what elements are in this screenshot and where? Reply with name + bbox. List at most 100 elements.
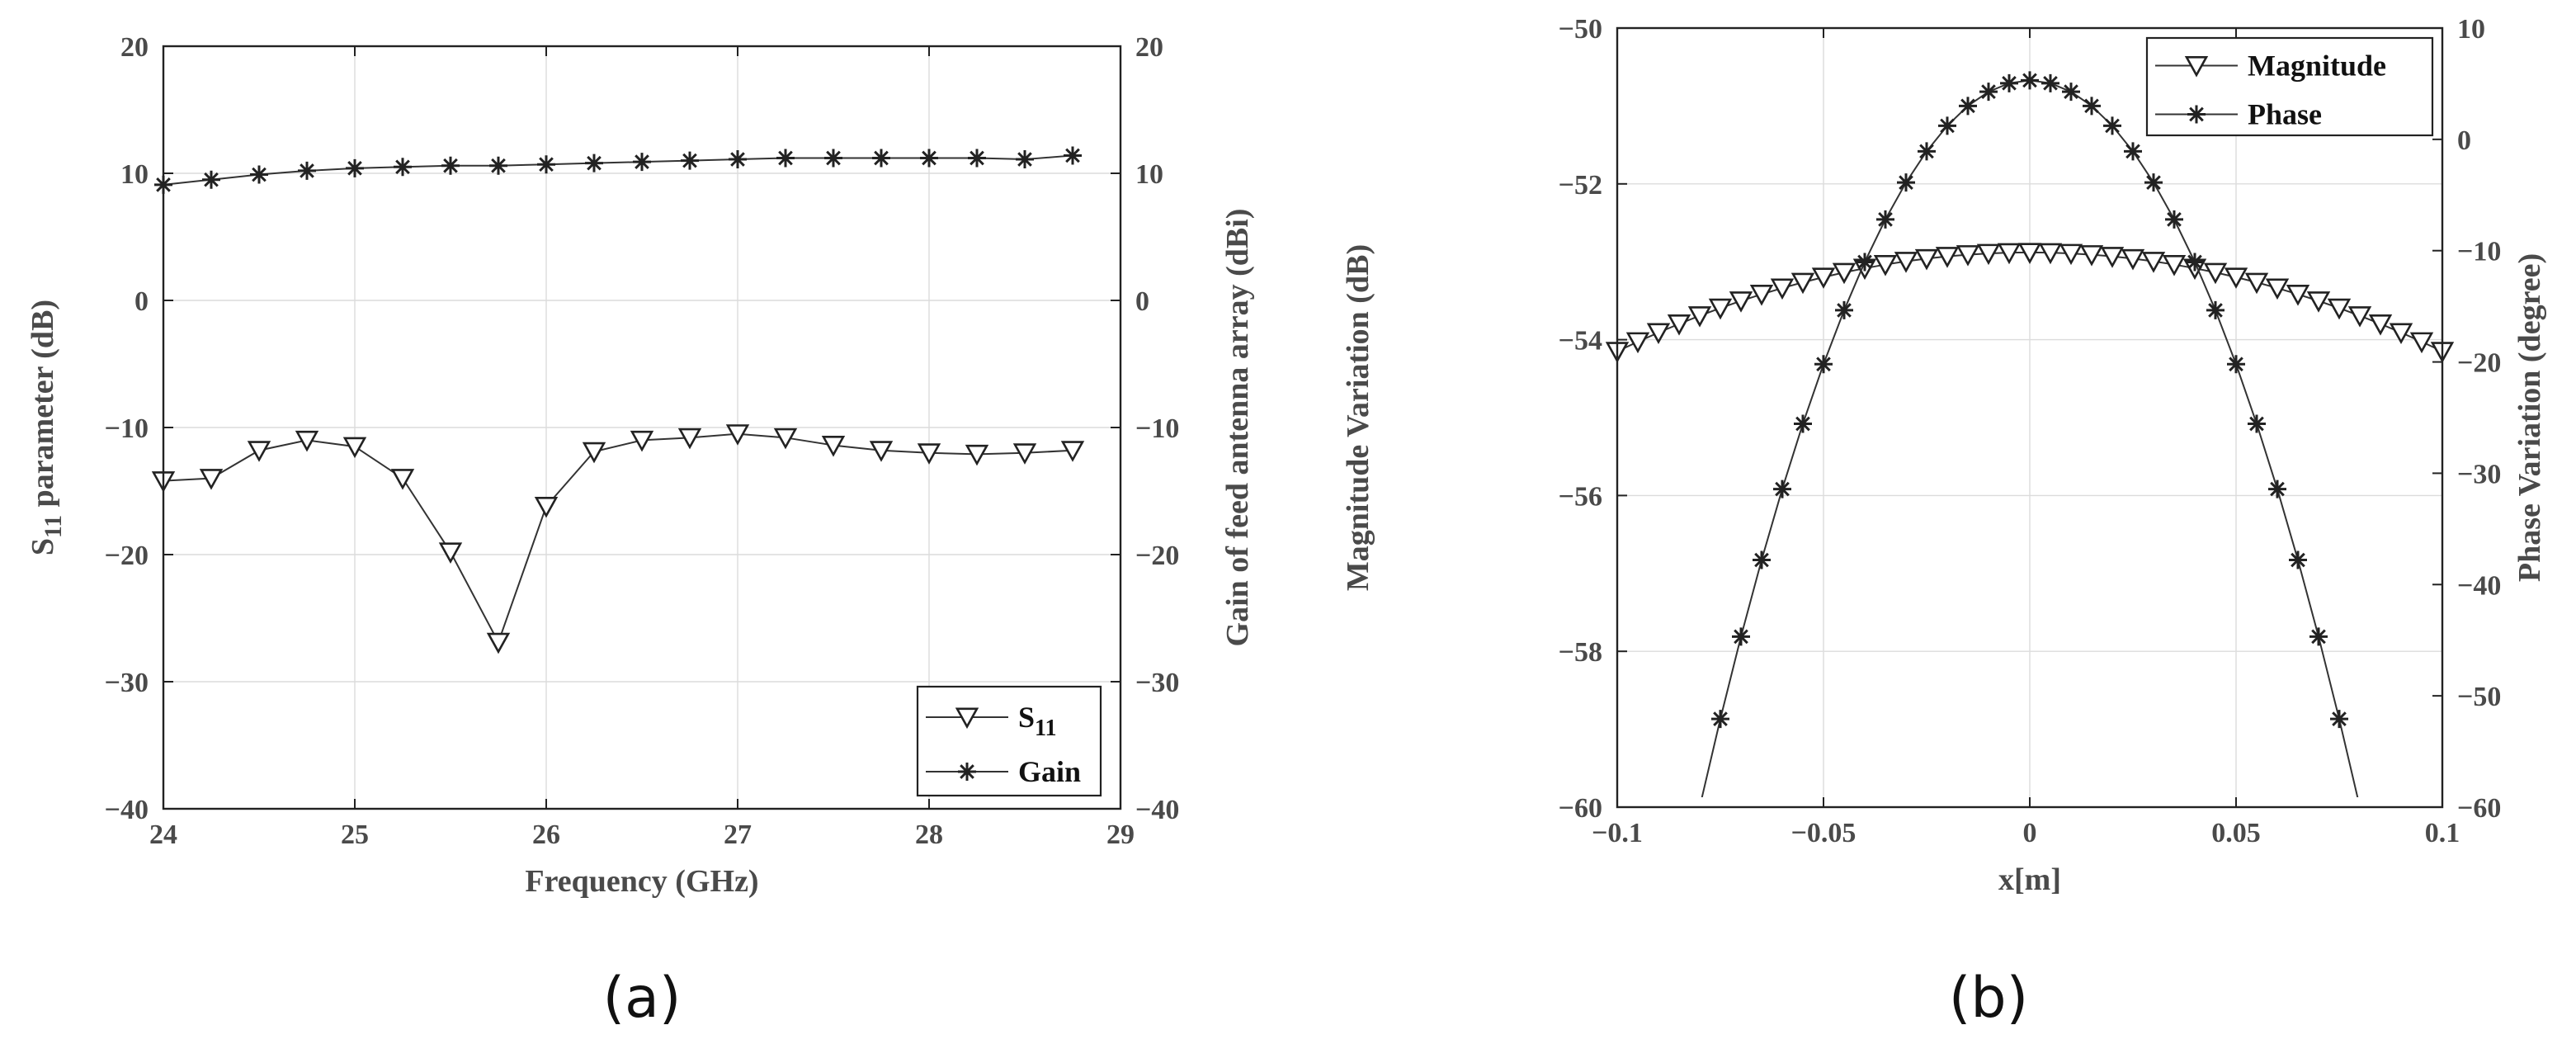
series-gain-group — [154, 146, 1082, 194]
y-right-tick-label: −40 — [2457, 570, 2501, 601]
caption-a: (a) — [603, 966, 682, 1031]
data-point-s11 — [534, 496, 559, 518]
data-point-gain — [346, 158, 364, 177]
data-point-s11 — [390, 469, 415, 490]
x-tick-label: 0.1 — [2425, 818, 2460, 848]
y-left-tick-label: −20 — [105, 541, 149, 571]
y-right-tick-label: 0 — [1135, 286, 1149, 317]
data-point-s11 — [438, 542, 463, 564]
y-right-tick-label: −20 — [1135, 541, 1179, 571]
data-point-phase — [2103, 116, 2121, 135]
data-point-s11 — [486, 632, 511, 654]
data-point-magnitude — [1832, 262, 1857, 285]
x-tick-label: 28 — [915, 820, 943, 850]
data-point-magnitude — [2306, 291, 2331, 313]
data-point-phase — [1979, 83, 1998, 102]
legend-label: Magnitude — [2248, 50, 2386, 83]
data-point-phase — [1814, 355, 1833, 374]
y-left-tick-label: 10 — [120, 159, 149, 190]
data-point-s11 — [1012, 443, 1037, 465]
data-point-phase — [2330, 710, 2348, 729]
x-axis-label: Frequency (GHz) — [525, 864, 758, 899]
data-point-phase — [1732, 627, 1750, 646]
data-point-magnitude — [2203, 262, 2228, 285]
data-point-gain — [489, 156, 507, 175]
data-point-s11 — [1060, 441, 1085, 462]
data-point-magnitude — [2141, 252, 2166, 273]
data-point-magnitude — [1625, 332, 1650, 354]
data-point-phase — [1753, 550, 1771, 569]
data-point-magnitude — [2244, 272, 2269, 295]
data-point-magnitude — [2162, 255, 2187, 276]
data-point-phase — [2062, 83, 2080, 102]
x-tick-label: 0 — [2023, 818, 2037, 848]
x-tick-label: 29 — [1106, 820, 1135, 850]
series-magnitude-group — [1606, 243, 2454, 363]
y-left-tick-label: −60 — [1559, 793, 1602, 824]
y-right-axis-label: Gain of feed antenna array (dBi) — [1220, 209, 1255, 647]
data-point-gain — [1064, 146, 1082, 165]
caption-b: (b) — [1949, 966, 2028, 1031]
series-s11-group — [152, 424, 1085, 654]
data-point-s11 — [773, 428, 798, 450]
data-point-magnitude — [2368, 314, 2393, 336]
series-line-s11 — [163, 432, 1073, 645]
data-point-phase — [2206, 300, 2225, 319]
data-point-gain — [920, 149, 938, 168]
data-point-phase — [2083, 97, 2101, 116]
legend: S11 Gain — [916, 685, 1102, 797]
data-point-phase — [2248, 414, 2266, 433]
data-point-magnitude — [1811, 267, 1836, 289]
y-left-tick-label: −40 — [105, 795, 149, 825]
legend-marker — [2184, 56, 2209, 78]
data-point-phase — [2268, 479, 2286, 498]
data-point-s11 — [342, 437, 367, 459]
x-tick-label: 25 — [341, 820, 369, 850]
data-point-s11 — [199, 469, 224, 490]
legend-label: Phase — [2248, 98, 2322, 131]
data-point-phase — [2000, 73, 2018, 92]
y-right-tick-label: −10 — [1135, 413, 1179, 444]
data-point-s11 — [917, 443, 941, 465]
data-point-gain — [776, 149, 795, 168]
y-left-tick-label: −10 — [105, 413, 149, 444]
y-right-tick-label: −30 — [2457, 459, 2501, 489]
data-point-s11 — [821, 436, 846, 457]
data-point-magnitude — [2347, 306, 2372, 328]
data-point-phase — [1918, 142, 1936, 161]
data-point-magnitude — [1646, 323, 1671, 345]
data-point-magnitude — [1749, 285, 1774, 306]
data-point-gain — [394, 158, 412, 177]
data-point-magnitude — [2409, 332, 2434, 354]
chart-panel-b: −0.1 −0.05 0 0.05 0.1−60−58−56−54−52−50−60−5… — [1341, 14, 2547, 897]
y-right-tick-label: 10 — [2457, 14, 2485, 45]
data-point-gain — [537, 155, 555, 174]
y-right-tick-label: −20 — [2457, 348, 2501, 379]
legend-box — [2145, 36, 2434, 137]
data-point-phase — [1959, 97, 1977, 116]
data-point-phase — [1794, 414, 1812, 433]
data-point-gain — [633, 153, 651, 172]
data-point-magnitude — [1914, 248, 1939, 271]
y-left-tick-label: −56 — [1559, 481, 1602, 512]
data-point-gain — [729, 150, 747, 169]
data-point-magnitude — [1729, 291, 1753, 313]
legend-marker — [2187, 105, 2206, 124]
data-point-phase — [1938, 116, 1956, 135]
legend-marker — [955, 707, 979, 730]
data-point-phase — [2124, 142, 2142, 161]
legend-label: S11 — [1018, 701, 1057, 741]
data-point-gain — [872, 149, 890, 168]
y-left-tick-label: −54 — [1559, 326, 1602, 357]
data-point-s11 — [965, 444, 989, 466]
y-right-tick-label: −50 — [2457, 682, 2501, 712]
data-point-phase — [2144, 173, 2163, 192]
y-left-tick-label: 0 — [134, 286, 149, 317]
data-point-magnitude — [2327, 298, 2352, 320]
data-point-magnitude — [1687, 306, 1712, 328]
series-phase-group — [1701, 71, 2359, 797]
data-point-magnitude — [1790, 272, 1815, 295]
data-point-phase — [2227, 355, 2245, 374]
data-point-phase — [1773, 479, 1791, 498]
chart-panel-a: 24 25 26 27 28 29−40−30−20−1001020−40−30−20−1… — [26, 32, 1255, 899]
